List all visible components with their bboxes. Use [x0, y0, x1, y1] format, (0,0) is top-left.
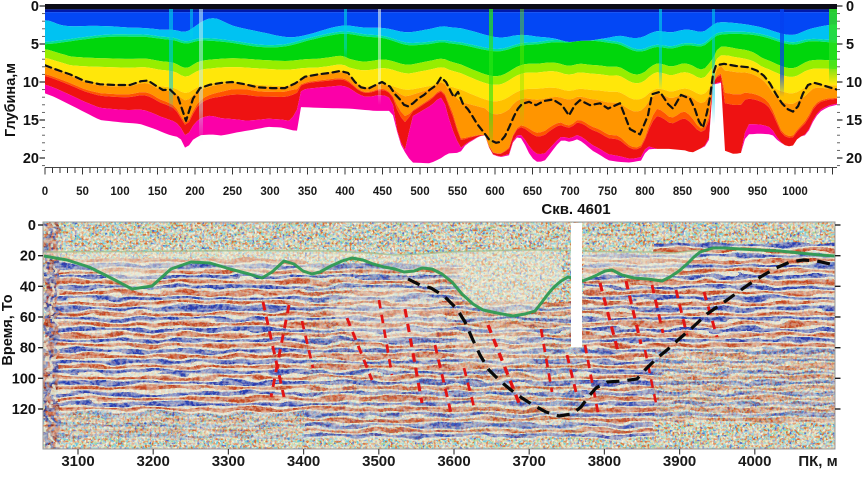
- svg-text:3400: 3400: [287, 453, 320, 470]
- svg-text:3200: 3200: [137, 453, 170, 470]
- svg-text:3500: 3500: [362, 453, 395, 470]
- svg-text:Время, То: Время, То: [0, 294, 16, 365]
- svg-text:20: 20: [20, 249, 36, 265]
- svg-text:5: 5: [846, 37, 854, 53]
- svg-text:3100: 3100: [61, 453, 94, 470]
- svg-text:3600: 3600: [437, 453, 470, 470]
- svg-text:4000: 4000: [738, 453, 771, 470]
- svg-text:850: 850: [673, 186, 692, 198]
- svg-text:0: 0: [31, 0, 39, 15]
- svg-text:450: 450: [373, 186, 392, 198]
- svg-text:15: 15: [23, 113, 39, 129]
- svg-text:900: 900: [710, 186, 729, 198]
- svg-text:80: 80: [20, 341, 36, 357]
- svg-text:3800: 3800: [588, 453, 621, 470]
- svg-text:150: 150: [148, 186, 167, 198]
- svg-text:50: 50: [76, 186, 89, 198]
- svg-text:800: 800: [635, 186, 654, 198]
- svg-text:15: 15: [846, 113, 862, 129]
- svg-text:300: 300: [260, 186, 279, 198]
- svg-text:100: 100: [12, 371, 36, 387]
- svg-text:Скв. 4601: Скв. 4601: [541, 201, 610, 218]
- svg-text:250: 250: [223, 186, 242, 198]
- svg-text:10: 10: [846, 75, 862, 91]
- svg-text:600: 600: [485, 186, 504, 198]
- svg-text:60: 60: [20, 310, 36, 326]
- svg-text:3900: 3900: [663, 453, 696, 470]
- svg-text:ПК, м: ПК, м: [798, 453, 837, 470]
- svg-text:100: 100: [110, 186, 129, 198]
- svg-text:950: 950: [748, 186, 767, 198]
- svg-text:0: 0: [846, 0, 854, 15]
- svg-text:1000: 1000: [782, 186, 808, 198]
- svg-text:20: 20: [23, 151, 39, 167]
- svg-text:10: 10: [23, 75, 39, 91]
- svg-text:700: 700: [560, 186, 579, 198]
- svg-text:0: 0: [28, 218, 36, 234]
- svg-text:3700: 3700: [513, 453, 546, 470]
- svg-text:550: 550: [448, 186, 467, 198]
- svg-text:650: 650: [523, 186, 542, 198]
- svg-text:Глубина,м: Глубина,м: [3, 63, 19, 137]
- svg-text:40: 40: [20, 279, 36, 295]
- svg-text:0: 0: [42, 186, 48, 198]
- svg-text:3300: 3300: [212, 453, 245, 470]
- svg-text:750: 750: [598, 186, 617, 198]
- svg-text:200: 200: [185, 186, 204, 198]
- svg-text:20: 20: [846, 151, 862, 167]
- svg-text:500: 500: [410, 186, 429, 198]
- svg-text:400: 400: [335, 186, 354, 198]
- svg-text:120: 120: [12, 402, 36, 418]
- svg-text:5: 5: [31, 37, 39, 53]
- svg-text:350: 350: [298, 186, 317, 198]
